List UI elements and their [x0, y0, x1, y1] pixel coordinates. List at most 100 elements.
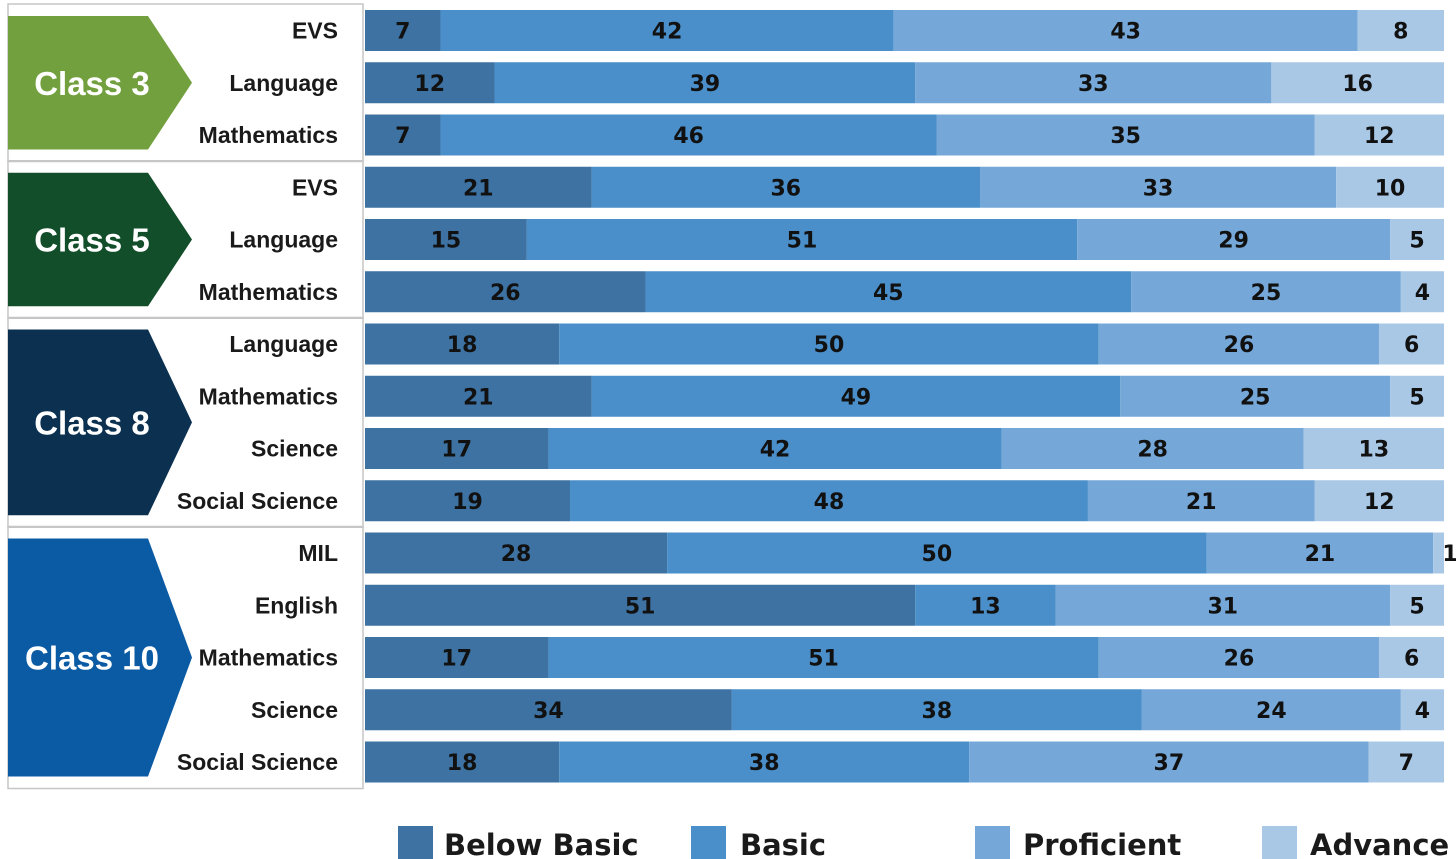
- bar-segment-advance: [1379, 323, 1444, 365]
- group-arrow-class-8: [8, 329, 192, 516]
- value-label: 38: [922, 699, 953, 724]
- bar-segment-proficient: [980, 166, 1337, 208]
- value-label: 26: [1224, 333, 1255, 358]
- value-label: 49: [841, 385, 872, 410]
- class-label: Class 10: [25, 640, 159, 677]
- bar-segment-proficient: [1098, 323, 1380, 365]
- bar-segment-basic: [548, 428, 1002, 469]
- bar-segment-basic: [559, 741, 970, 783]
- value-label: 26: [1224, 647, 1255, 672]
- bar-segment-below-basic: [365, 10, 441, 51]
- bar-segment-advance: [1336, 166, 1444, 208]
- value-label: 36: [770, 176, 801, 201]
- value-label: 1: [1442, 542, 1456, 567]
- value-label: 28: [501, 542, 532, 567]
- bar-segment-below-basic: [365, 428, 549, 469]
- bar-segment-below-basic: [365, 584, 916, 626]
- bar-segment-proficient: [1001, 428, 1304, 469]
- legend-label-below-basic: Below Basic: [444, 828, 639, 859]
- value-label: 35: [1110, 124, 1141, 149]
- bar-segment-proficient: [1077, 219, 1391, 260]
- bar-segment-basic: [591, 375, 1121, 417]
- subject-label: Mathematics: [199, 645, 338, 671]
- bar-segment-advance: [1314, 114, 1444, 156]
- value-label: 51: [787, 229, 818, 254]
- bar-segment-advance: [1303, 428, 1444, 469]
- value-label: 12: [1364, 124, 1395, 149]
- subject-label: Language: [229, 331, 338, 357]
- value-label: 33: [1078, 72, 1109, 97]
- subject-label: Language: [229, 227, 338, 253]
- value-label: 21: [1186, 490, 1217, 515]
- subject-label: Mathematics: [199, 122, 338, 148]
- legend-swatch-advance: [1262, 826, 1297, 859]
- value-label: 21: [463, 385, 494, 410]
- legend: Below Basic Basic Proficient Advance: [398, 826, 1449, 859]
- value-label: 18: [447, 751, 478, 776]
- bar-segment-basic: [526, 219, 1078, 260]
- value-label: 29: [1218, 229, 1249, 254]
- bar-segment-below-basic: [365, 532, 668, 574]
- value-label: 43: [1110, 20, 1141, 45]
- value-label: 25: [1251, 281, 1282, 306]
- bar-segment-proficient: [1141, 689, 1401, 731]
- bar-segment-advance: [1390, 219, 1444, 260]
- group-arrow-class-5: [8, 172, 192, 307]
- bar-segment-proficient: [1206, 532, 1434, 574]
- legend-swatch-proficient: [975, 826, 1010, 859]
- group-arrow-class-3: [8, 16, 192, 150]
- bars-layer: [7, 3, 1444, 790]
- value-label: 12: [414, 72, 445, 97]
- bar-segment-basic: [570, 480, 1088, 522]
- bar-segment-advance: [1314, 480, 1444, 522]
- bar-segment-basic: [559, 323, 1099, 365]
- legend-label-proficient: Proficient: [1023, 828, 1181, 859]
- legend-label-basic: Basic: [740, 828, 826, 859]
- class-label: Class 3: [34, 65, 150, 102]
- value-label: 15: [431, 229, 462, 254]
- bar-segment-basic: [548, 637, 1099, 678]
- value-label: 51: [808, 647, 839, 672]
- value-label: 42: [652, 20, 683, 45]
- bar-segment-basic: [440, 10, 894, 51]
- bar-segment-below-basic: [365, 637, 549, 678]
- value-label: 31: [1207, 594, 1238, 619]
- value-label: 5: [1409, 594, 1424, 619]
- value-label: 10: [1375, 176, 1406, 201]
- subject-label: Mathematics: [199, 383, 338, 409]
- bar-segment-advance: [1400, 689, 1444, 731]
- subject-label: EVS: [292, 18, 338, 44]
- value-label: 39: [690, 72, 721, 97]
- value-label: 13: [970, 594, 1001, 619]
- legend-swatch-below-basic: [398, 826, 433, 859]
- value-label: 34: [533, 699, 564, 724]
- value-label: 38: [749, 751, 780, 776]
- value-label: 51: [625, 594, 656, 619]
- value-label: 8: [1393, 20, 1408, 45]
- class-label: Class 5: [34, 222, 150, 259]
- value-label: 33: [1143, 176, 1174, 201]
- value-label: 17: [441, 647, 472, 672]
- class-label: Class 8: [34, 404, 150, 441]
- bar-segment-advance: [1390, 584, 1444, 626]
- bar-segment-advance: [1368, 741, 1444, 783]
- subject-label: Science: [251, 436, 338, 462]
- value-label: 50: [814, 333, 845, 358]
- value-label: 5: [1409, 229, 1424, 254]
- bar-segment-below-basic: [365, 323, 560, 365]
- subject-label: Mathematics: [199, 279, 338, 305]
- legend-swatch-basic: [691, 826, 726, 859]
- value-label: 4: [1415, 281, 1430, 306]
- value-label: 6: [1404, 333, 1419, 358]
- value-label: 4: [1415, 699, 1430, 724]
- legend-label-advance: Advance: [1310, 828, 1449, 859]
- bar-segment-proficient: [969, 741, 1369, 783]
- bar-segment-basic: [915, 584, 1056, 626]
- value-label: 13: [1359, 438, 1390, 463]
- subject-label: English: [255, 592, 338, 618]
- bar-segment-below-basic: [365, 741, 560, 783]
- subject-label: Social Science: [177, 488, 338, 514]
- bar-segment-proficient: [1055, 584, 1391, 626]
- bar-segment-proficient: [1087, 480, 1315, 522]
